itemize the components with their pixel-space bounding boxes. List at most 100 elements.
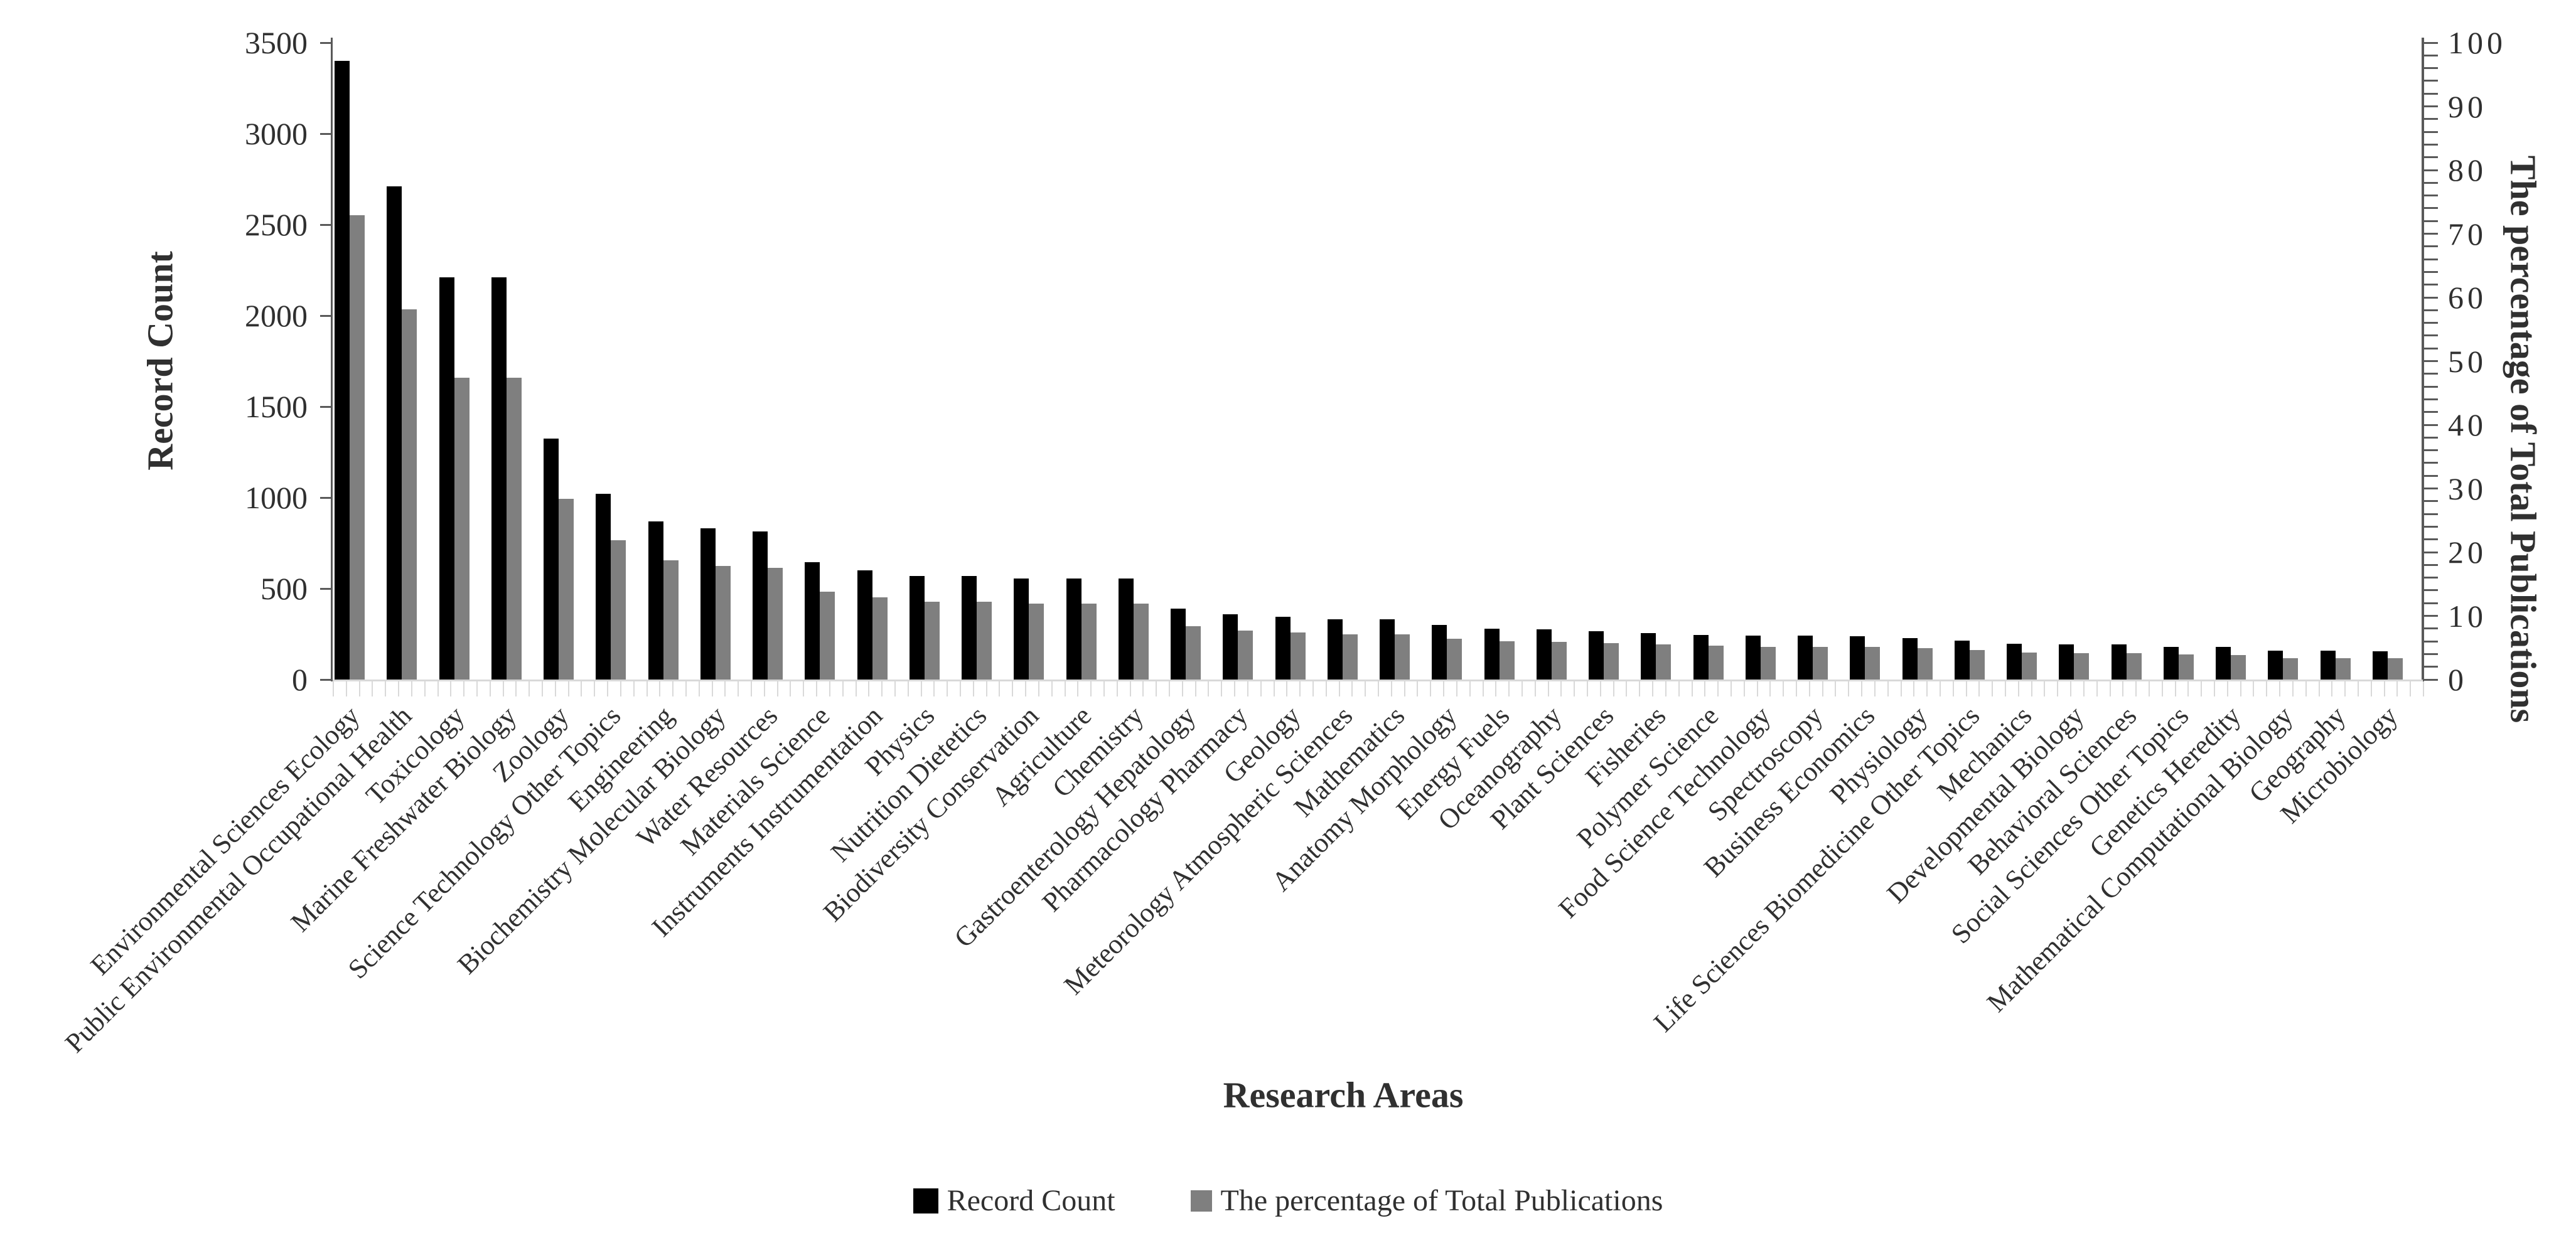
right-axis-minor-tick <box>2424 296 2438 299</box>
left-axis-tick-label: 2500 <box>245 207 308 242</box>
record-count-bar <box>1484 628 1500 680</box>
right-axis-minor-tick <box>2424 207 2438 210</box>
record-count-bar <box>1066 579 1081 680</box>
x-axis-tick <box>1665 681 1666 696</box>
right-axis-minor-tick <box>2424 640 2438 643</box>
record-count-bar <box>700 528 716 680</box>
legend-item-record-count: Record Count <box>913 1186 1115 1216</box>
x-axis-tick <box>463 681 465 696</box>
percentage-bar <box>350 215 365 680</box>
x-axis-tick <box>763 681 765 696</box>
record-count-bar <box>857 570 872 680</box>
percentage-bar <box>454 377 470 680</box>
x-axis-tick <box>1260 681 1262 696</box>
record-count-bar <box>491 277 507 680</box>
x-axis-tick <box>502 681 504 696</box>
x-axis-title: Research Areas <box>1223 1074 1464 1116</box>
x-axis-tick <box>633 681 635 696</box>
right-axis-minor-tick <box>2424 462 2438 464</box>
x-axis-tick <box>1887 681 1889 696</box>
percentage-bar <box>1186 626 1201 680</box>
x-axis-tick <box>894 681 896 696</box>
x-axis-tick <box>907 681 909 696</box>
x-axis-tick <box>920 681 922 696</box>
x-axis-tick <box>2070 681 2072 696</box>
x-axis-tick <box>554 681 556 696</box>
right-axis-minor-tick <box>2424 220 2438 222</box>
x-axis-tick <box>2005 681 2006 696</box>
percentage-bar <box>1081 604 1097 680</box>
record-count-bar <box>1327 619 1343 680</box>
x-axis-tick <box>1717 681 1719 696</box>
category-label-text: Environmental Sciences Ecology <box>84 700 366 981</box>
x-axis-tick <box>1730 681 1732 696</box>
right-axis-minor-tick <box>2424 258 2438 260</box>
x-axis-tick <box>1051 681 1053 696</box>
x-axis-tick <box>685 681 687 696</box>
right-axis-minor-tick <box>2424 449 2438 452</box>
x-axis-tick <box>1587 681 1588 696</box>
percentage-bar <box>1290 632 1306 680</box>
percentage-bar <box>1133 604 1149 680</box>
x-axis-tick <box>2031 681 2032 696</box>
x-axis-tick <box>2410 681 2412 696</box>
x-axis-tick <box>489 681 491 696</box>
right-axis-minor-tick <box>2424 678 2438 681</box>
record-count-bar <box>1432 625 1447 680</box>
right-axis-minor-tick <box>2424 627 2438 630</box>
right-axis-minor-tick <box>2424 118 2438 120</box>
percentage-bar <box>1029 604 1044 680</box>
x-axis-tick <box>1390 681 1392 696</box>
x-axis-tick <box>1743 681 1745 696</box>
x-axis-line <box>333 680 2423 681</box>
right-axis-minor-tick <box>2424 322 2438 324</box>
x-axis-tick <box>1926 681 1928 696</box>
x-axis-tick <box>1965 681 1967 696</box>
record-count-bar <box>2268 650 2284 680</box>
right-axis-minor-tick <box>2424 589 2438 592</box>
x-axis-tick <box>2109 681 2111 696</box>
right-axis-tick-label: 60 <box>2448 280 2487 315</box>
x-axis-tick <box>2423 681 2424 696</box>
percentage-bar <box>1342 634 1358 680</box>
x-axis-tick <box>1064 681 1066 696</box>
right-axis-tick-label: 30 <box>2448 471 2487 506</box>
percentage-bar <box>2335 658 2351 680</box>
right-axis-minor-tick <box>2424 525 2438 528</box>
percentage-bar <box>2231 655 2246 680</box>
right-axis-minor-tick <box>2424 156 2438 159</box>
right-axis-minor-tick <box>2424 41 2438 44</box>
x-axis-tick <box>1900 681 1902 696</box>
right-axis-minor-tick <box>2424 615 2438 617</box>
x-axis-tick <box>738 681 739 696</box>
x-axis-tick <box>2226 681 2228 696</box>
x-axis-tick <box>972 681 974 696</box>
percentage-bar <box>1656 644 1672 680</box>
record-count-bar <box>2059 644 2074 680</box>
x-axis-tick <box>1639 681 1641 696</box>
right-axis-minor-tick <box>2424 245 2438 248</box>
x-axis-tick <box>529 681 530 696</box>
record-count-bar <box>962 575 977 680</box>
right-axis-minor-tick <box>2424 143 2438 146</box>
right-axis-minor-tick <box>2424 653 2438 655</box>
right-axis-minor-tick <box>2424 488 2438 489</box>
x-axis-tick <box>1822 681 1823 696</box>
right-axis-minor-tick <box>2424 385 2438 388</box>
x-axis-tick <box>1077 681 1079 696</box>
percentage-swatch-icon <box>1190 1190 1212 1212</box>
x-axis-tick <box>2344 681 2346 696</box>
record-count-bar <box>805 562 820 680</box>
record-count-bar <box>753 531 768 680</box>
percentage-bar <box>1969 650 1985 680</box>
percentage-bar <box>506 377 522 680</box>
x-axis-tick <box>1103 681 1105 696</box>
percentage-bar <box>402 309 417 680</box>
x-axis-tick <box>1861 681 1863 696</box>
x-axis-tick <box>1952 681 1954 696</box>
percentage-bar <box>1551 642 1567 680</box>
x-axis-tick <box>2174 681 2176 696</box>
x-axis-tick <box>2357 681 2359 696</box>
record-count-bar <box>1641 633 1656 680</box>
x-axis-tick <box>1012 681 1014 696</box>
